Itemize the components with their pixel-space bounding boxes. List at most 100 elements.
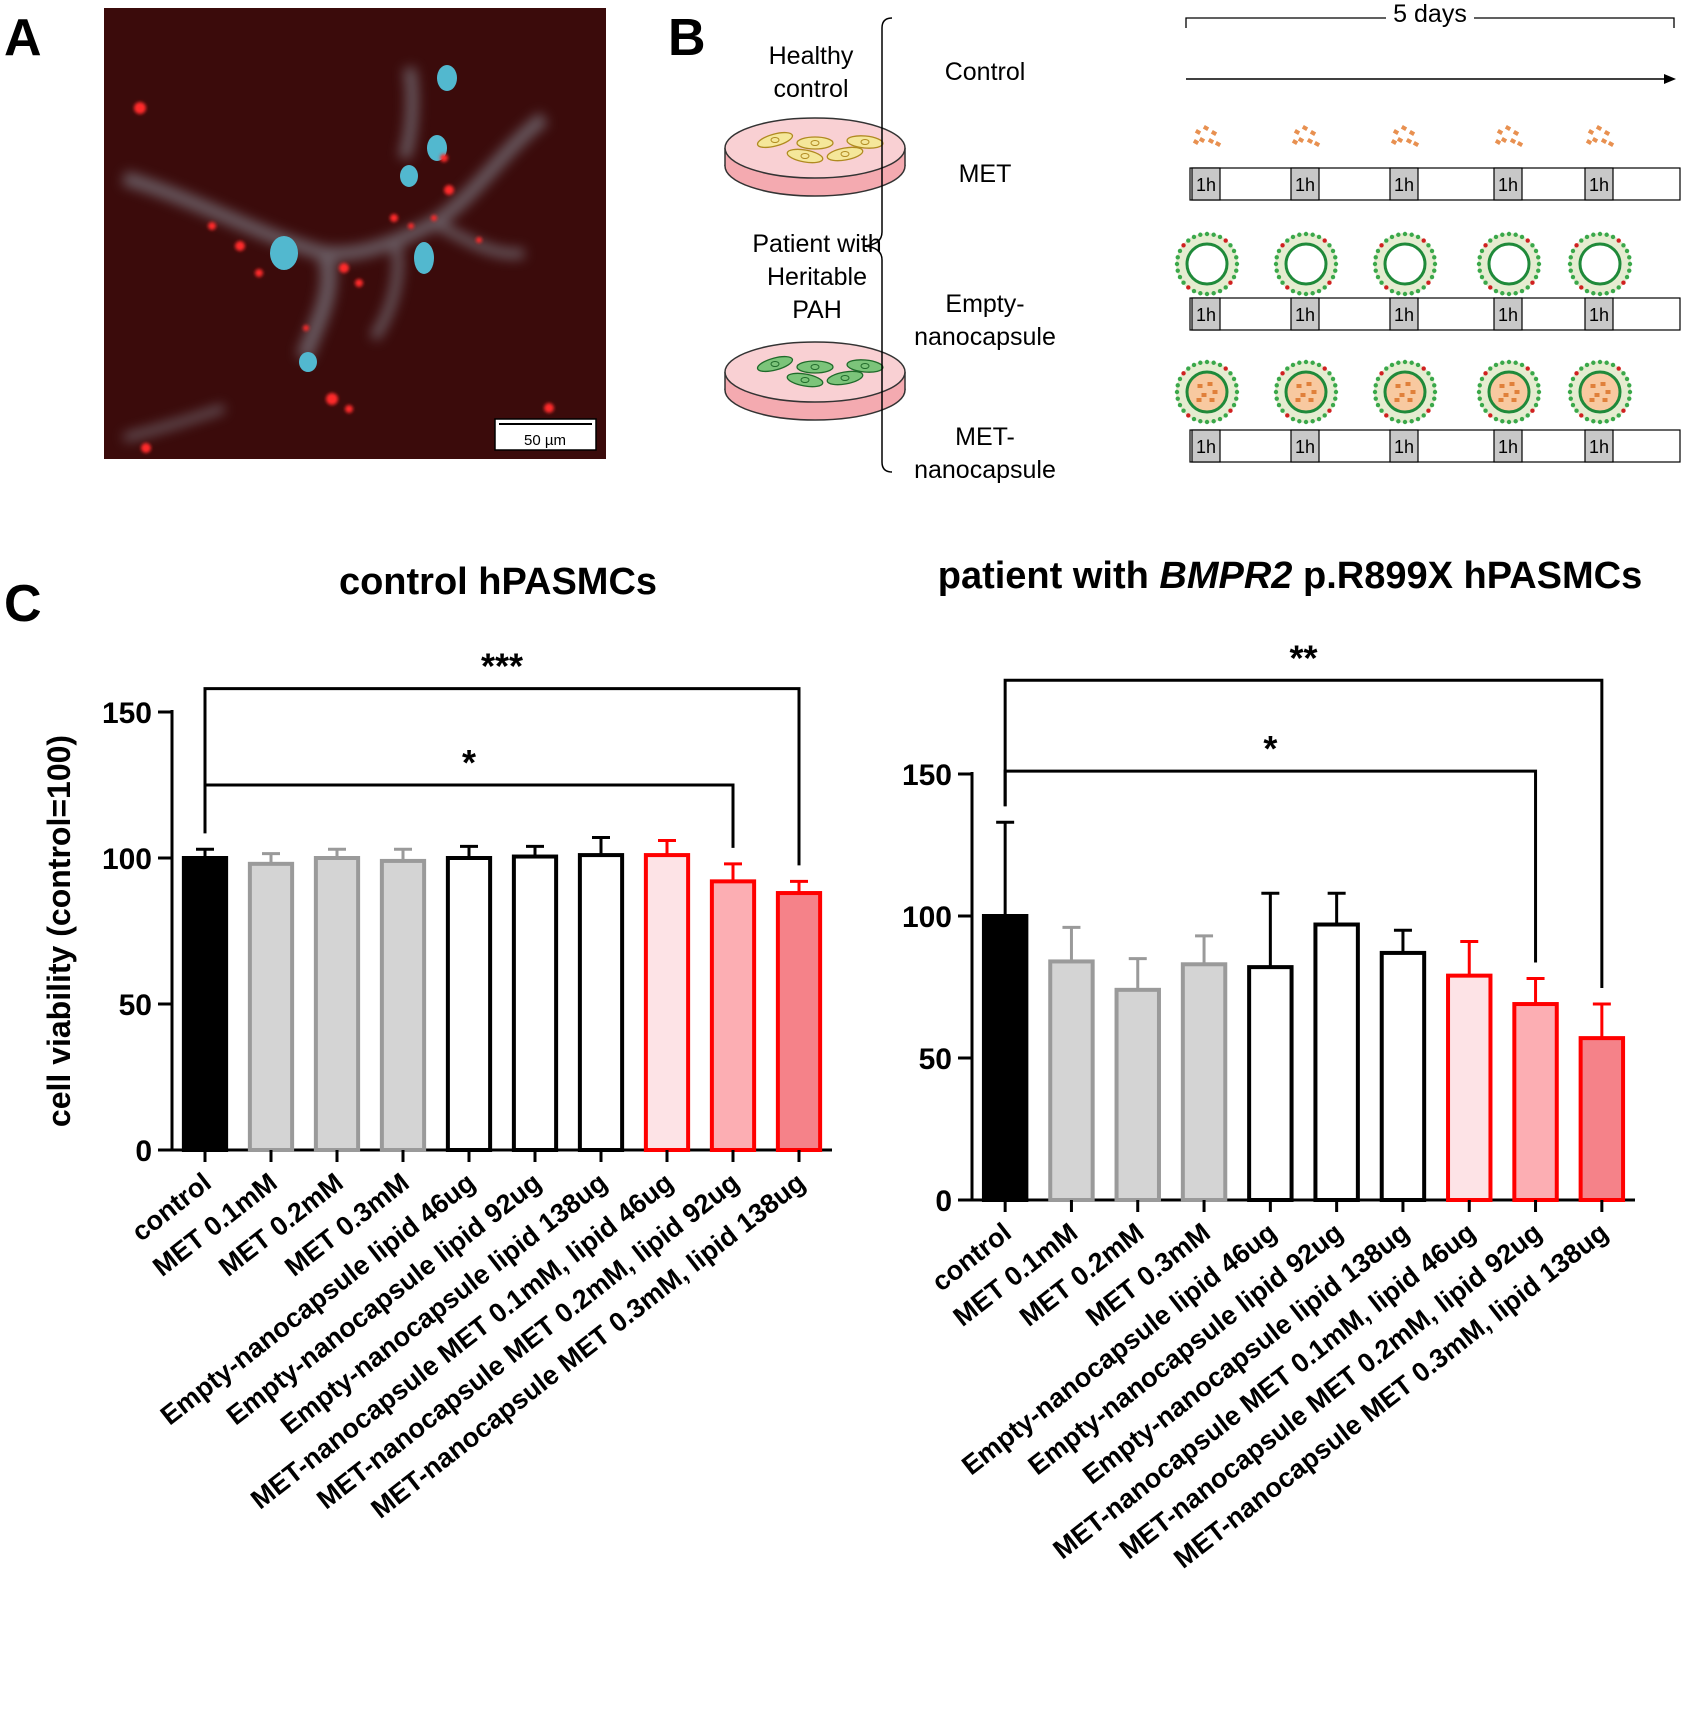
bar [981,914,1029,1202]
nanocapsule-lipid [1570,402,1576,408]
nanocapsule-lipid [1432,389,1438,395]
nanocapsule-lipid [1477,383,1482,388]
nanocapsule-lipid [1426,243,1431,248]
treatment-pulse-label: 1h [1498,305,1518,325]
nanocapsule-lipid [1174,389,1180,395]
nanocapsule-lipid [1297,419,1302,424]
nanocapsule-lipid [1379,371,1384,376]
met-crystal [1396,137,1404,143]
patient-cell-nucleus [800,377,810,383]
nanocapsule-lipid [1191,362,1197,368]
nanocapsule-lipid [1274,396,1279,401]
nanocapsule-lipid [1204,419,1210,425]
nanocapsule-lipid [1426,371,1431,376]
nanocapsule-lipid [1574,280,1579,285]
nanocapsule-lipid [1333,389,1339,395]
nanocapsule-lipid [1536,261,1542,267]
nanocapsule-lipid [1568,268,1573,273]
nanocapsule-core [1578,370,1622,414]
healthy-cell [756,131,794,149]
nanocapsule-lipid [1536,383,1541,388]
treatment-pulse [1584,297,1614,331]
nanocapsule-lipid [1579,366,1584,371]
nanocapsule-core [1487,242,1531,286]
nanocapsule-lipid [1372,261,1378,267]
treatment-pulse-label: 1h [1498,175,1518,195]
nanocapsule-lipid [1375,248,1381,254]
nanocapsule-lipid [1211,360,1216,365]
nanocapsule-lipid [1303,419,1309,425]
nanocapsule-lipid [1519,416,1525,422]
nanocapsule-lipid [1421,366,1426,371]
condition-label: nanocapsule [914,323,1056,351]
nanocapsule-lipid [1223,238,1228,243]
nanocapsule-lipid [1579,238,1584,243]
bar [1446,973,1493,1203]
bar [577,853,625,1152]
chart-title: control hPASMCs [339,561,657,603]
bar [1180,962,1228,1202]
nanocapsule-lipid [1316,362,1322,368]
nanocapsule-lipid [1483,280,1488,285]
nanocapsule-core [1383,242,1427,286]
nanocapsule-lipid [1375,402,1381,408]
y-tick-label: 50 [919,1043,952,1076]
condition-label: Control [945,58,1026,86]
nanocapsule-lipid [1181,243,1186,248]
encapsulated-met [1405,382,1411,386]
nanocapsule-lipid [1198,360,1203,365]
encapsulated-met [1589,398,1595,402]
nanocapsule-lipid [1276,376,1282,382]
met-crystal [1198,137,1206,143]
encapsulated-met [1209,398,1215,402]
nanocapsule-core [1185,242,1229,286]
met-crystal [1192,139,1200,145]
bar [1114,987,1161,1202]
nanocapsule-lipid [1181,371,1186,376]
nanocapsule-lipid [1204,231,1210,237]
treatment-pulse [1290,297,1320,331]
nanocapsule-lipid [1530,243,1535,248]
nanocapsule-lipid [1322,285,1327,290]
nanocapsule-lipid [1276,248,1282,254]
nanocapsule-lipid [1211,232,1216,237]
significance-bracket [203,687,801,866]
nanocapsule-lipid [1409,419,1414,424]
nanocapsule-lipid [1506,419,1512,425]
panel-label-c: C [4,575,42,633]
nanocapsule-lipid [1432,396,1437,401]
treatment-pulse [1493,167,1523,201]
nanocapsule-lipid [1500,360,1505,365]
grouping-brace [862,17,893,473]
nanocapsule-lipid [1479,402,1485,408]
significance-label: ** [1289,637,1317,678]
treatment-pulse [1191,429,1221,463]
nanocapsule-lipid [1409,232,1414,237]
nanocapsule-lipid [1191,234,1197,240]
nanocapsule-lipid [1584,416,1590,422]
nanocapsule-lipid [1500,419,1505,424]
nanocapsule-lipid [1234,389,1240,395]
chart-title-part: p.R899X hPASMCs [1292,555,1642,597]
nanocapsule-lipid [1402,419,1408,425]
nanocapsule-lipid [1290,234,1296,240]
bar [313,856,361,1152]
nanocapsule-lipid [1533,376,1539,382]
nanocapsule-lipid [1513,232,1518,237]
nanocapsule-lipid [1409,360,1414,365]
patient-cell [796,360,834,374]
healthy-cell-nucleus [860,139,870,145]
nanocapsule-lipid [1574,408,1579,413]
nanocapsule-lipid [1536,255,1541,260]
nanocapsule-lipid [1211,291,1216,296]
nanocapsule-lipid [1488,238,1493,243]
healthy-cell-nucleus [800,153,810,159]
met-crystal [1214,141,1222,147]
nanocapsule-lipid [1610,234,1616,240]
nanocapsule-lipid [1525,238,1530,243]
nanocapsule-lipid [1591,232,1596,237]
nanocapsule-lipid [1432,255,1437,260]
treatment-pulse [1389,167,1419,201]
nanocapsule-lipid [1274,383,1279,388]
nanocapsule-lipid [1181,280,1186,285]
